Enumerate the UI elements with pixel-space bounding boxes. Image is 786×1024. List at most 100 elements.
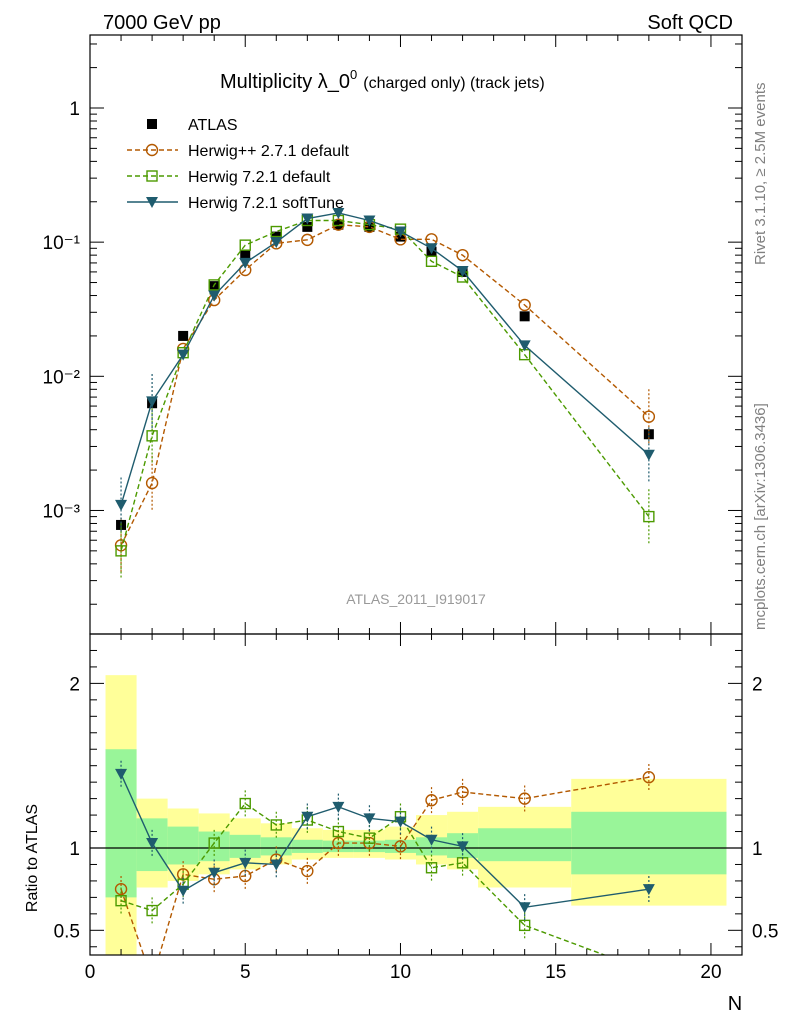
data-point <box>239 239 251 251</box>
x-tick-label: 0 <box>85 962 96 983</box>
chart-title: Multiplicity λ_00 (charged only) (track j… <box>220 67 545 93</box>
ratio-band-inner <box>571 811 727 875</box>
ratio-band-inner <box>291 839 323 853</box>
ratio-point <box>114 882 128 896</box>
data-point <box>208 290 221 302</box>
ratio-panel: 0 5 10 15 20 0.5 0.5 1 1 2 2 <box>54 633 778 985</box>
ratio-bands <box>105 675 727 955</box>
ratio-y-tick-label: 1 <box>69 839 80 860</box>
legend-label: Herwig 7.2.1 softTune <box>188 195 344 212</box>
ratio-point <box>518 902 531 914</box>
data-point <box>301 213 314 225</box>
ratio-point <box>208 837 220 849</box>
data-point <box>642 410 656 423</box>
data-point <box>364 221 375 232</box>
analysis-id: ATLAS_2011_I919017 <box>346 591 486 607</box>
ratio-point <box>518 919 531 932</box>
data-point <box>115 499 128 511</box>
ratio-point <box>146 838 159 850</box>
legend-label: Herwig 7.2.1 default <box>188 169 331 186</box>
legend-marker <box>146 170 158 182</box>
data-point <box>643 510 655 523</box>
data-point <box>270 225 282 238</box>
ratio-y-tick-label-right: 1 <box>752 839 763 860</box>
x-tick-label: 5 <box>240 962 251 983</box>
ratio-point <box>332 836 345 850</box>
data-point <box>456 248 469 262</box>
x-tick-label: 20 <box>700 962 721 983</box>
header-left: 7000 GeV pp <box>103 12 221 34</box>
data-point <box>394 226 407 238</box>
ratio-point <box>644 966 654 976</box>
series-line <box>120 212 650 506</box>
ratio-point <box>332 825 345 838</box>
data-point <box>518 298 531 312</box>
ratio-point <box>270 859 283 871</box>
side-label-top: Rivet 3.1.10, ≥ 2.5M events <box>752 83 769 266</box>
data-point <box>363 215 376 227</box>
ratio-point <box>642 884 655 896</box>
ratio-point <box>115 768 128 780</box>
ratio-point <box>301 811 314 823</box>
chart-title-main: Multiplicity λ_0 <box>220 71 350 93</box>
ratio-line <box>120 773 649 909</box>
ratio-point <box>146 904 158 917</box>
data-point <box>240 250 251 261</box>
y-tick-label: 10⁻³ <box>43 501 81 522</box>
ratio-point <box>115 894 127 907</box>
ratio-point <box>456 785 469 799</box>
legend-marker <box>145 143 159 157</box>
ratio-point <box>147 974 158 985</box>
ratio-ylabel: Ratio to ATLAS <box>24 804 41 912</box>
data-point <box>301 233 314 247</box>
series-herwig-7-2-1-default <box>115 214 655 579</box>
data-point <box>208 279 220 291</box>
ratio-point <box>239 797 251 810</box>
ratio-point <box>363 832 376 844</box>
y-tick-label: 10⁻¹ <box>43 233 81 254</box>
x-tick-label: 15 <box>545 962 566 983</box>
data-point <box>518 340 531 352</box>
main-panel: 10⁻³ 10⁻² 10⁻¹ 1 ATLAS Herwig++ 2.7.1 default… <box>43 34 743 635</box>
ratio-point <box>425 794 438 807</box>
data-point <box>270 237 283 249</box>
header-right: Soft QCD <box>647 12 733 34</box>
series-herwig-7-2-1-softtune <box>115 207 655 533</box>
data-point <box>425 243 438 255</box>
data-point <box>642 449 655 461</box>
ratio-band-inner <box>167 826 199 865</box>
x-axis-label: N <box>728 993 742 1015</box>
legend-item: Herwig 7.2.1 default <box>127 169 331 186</box>
y-tick-label: 1 <box>69 99 80 120</box>
data-point <box>146 396 159 408</box>
ratio-y-tick-label-right: 0.5 <box>752 921 778 942</box>
data-point <box>333 219 344 230</box>
data-point <box>146 430 158 442</box>
data-point <box>178 330 189 341</box>
y-tick-label: 10⁻² <box>43 367 81 388</box>
series-line <box>120 219 650 552</box>
ratio-band-inner <box>478 828 572 862</box>
data-point <box>519 311 530 322</box>
data-point <box>177 349 190 361</box>
ratio-frame <box>89 633 743 956</box>
ratio-point <box>270 819 282 831</box>
data-point <box>332 207 345 219</box>
ratio-band-inner <box>229 834 261 858</box>
legend-item: ATLAS <box>147 117 238 134</box>
data-point <box>425 255 438 267</box>
ratio-point <box>425 862 438 874</box>
ratio-point <box>177 885 190 897</box>
ratio-point <box>518 792 531 805</box>
data-point <box>456 265 469 277</box>
ratio-point <box>301 864 314 878</box>
ratio-point <box>332 801 345 813</box>
ratio-point <box>239 857 252 869</box>
ratio-y-tick-label: 0.5 <box>54 921 80 942</box>
ratio-point <box>642 771 656 784</box>
ratio-series-herwig-2-7-1-default <box>114 764 656 985</box>
data-point <box>302 221 313 232</box>
ratio-series-herwig-7-2-1-softtune <box>115 760 655 921</box>
data-point <box>145 476 159 490</box>
